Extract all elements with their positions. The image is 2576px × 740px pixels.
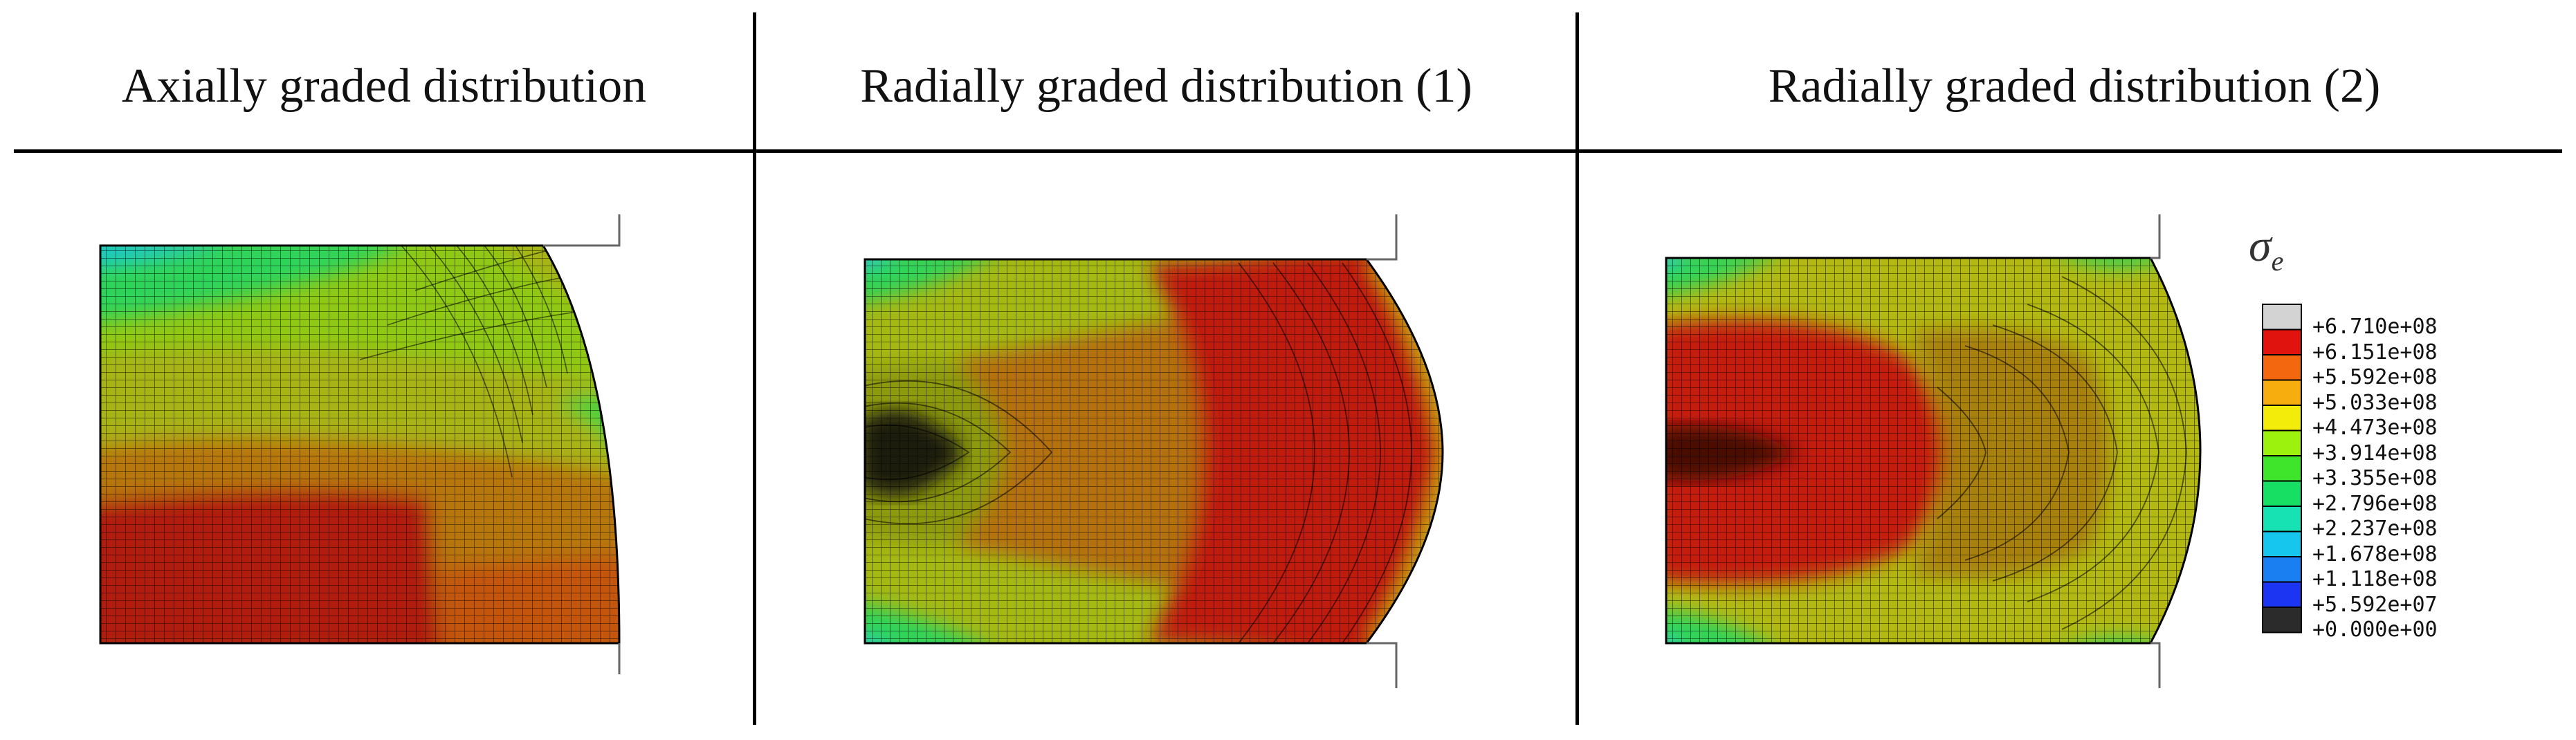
panel-title-radial-1: Radially graded distribution (1) xyxy=(860,59,1472,113)
legend-swatch xyxy=(2262,556,2302,583)
column-divider-2 xyxy=(1575,12,1579,725)
legend-swatch xyxy=(2262,455,2302,482)
legend-swatch xyxy=(2262,379,2302,406)
legend-swatch xyxy=(2262,354,2302,381)
panel-title-axial: Axially graded distribution xyxy=(121,59,647,113)
legend-symbol: σ xyxy=(2249,221,2272,271)
legend-label: +5.033e+08 xyxy=(2312,390,2438,415)
legend-swatch xyxy=(2262,304,2302,331)
legend-label: +1.118e+08 xyxy=(2312,567,2438,591)
legend-label: +6.710e+08 xyxy=(2312,315,2438,339)
legend-label: +3.355e+08 xyxy=(2312,466,2438,490)
legend-swatch xyxy=(2262,506,2302,533)
plot-radial-1 xyxy=(864,214,1444,688)
legend-title: σe xyxy=(2249,220,2283,277)
legend-label: +1.678e+08 xyxy=(2312,542,2438,566)
plot-radial-2 xyxy=(1665,214,2202,688)
legend-label: +5.592e+07 xyxy=(2312,592,2438,617)
legend-label: +5.592e+08 xyxy=(2312,365,2438,389)
legend-label: +2.237e+08 xyxy=(2312,517,2438,541)
legend-label: +2.796e+08 xyxy=(2312,491,2438,516)
legend-swatch xyxy=(2262,480,2302,507)
legend-label: +0.000e+00 xyxy=(2312,618,2438,642)
legend-swatch xyxy=(2262,429,2302,456)
legend-swatch xyxy=(2262,329,2302,355)
legend-swatch xyxy=(2262,581,2302,608)
legend-swatch xyxy=(2262,607,2302,633)
legend-subscript: e xyxy=(2271,246,2284,277)
legend-colorbar xyxy=(2262,304,2302,633)
legend-swatch xyxy=(2262,405,2302,432)
header-divider xyxy=(14,149,2562,153)
legend-label: +6.151e+08 xyxy=(2312,340,2438,364)
column-divider-1 xyxy=(753,12,756,725)
panel-title-radial-2: Radially graded distribution (2) xyxy=(1768,59,2381,113)
legend-swatch xyxy=(2262,530,2302,557)
plot-axial xyxy=(99,214,621,674)
legend-label: +4.473e+08 xyxy=(2312,416,2438,440)
legend-label: +3.914e+08 xyxy=(2312,441,2438,465)
